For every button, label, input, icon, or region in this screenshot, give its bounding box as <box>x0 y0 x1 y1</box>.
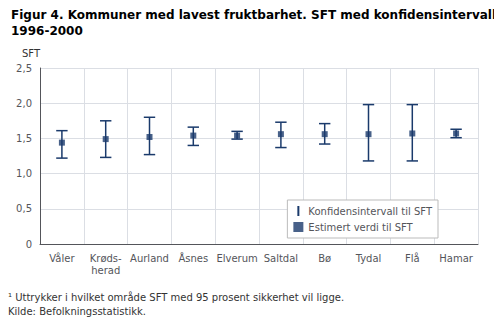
svg-text:1,5: 1,5 <box>16 133 32 144</box>
svg-text:Elverum: Elverum <box>216 253 257 264</box>
svg-text:Figur 4. Kommuner med lavest f: Figur 4. Kommuner med lavest fruktbarhet… <box>11 8 494 22</box>
svg-text:0: 0 <box>26 239 32 250</box>
svg-text:1996-2000: 1996-2000 <box>11 24 83 38</box>
svg-text:¹ Uttrykker i hvilket område S: ¹ Uttrykker i hvilket område SFT med 95 … <box>8 291 344 303</box>
svg-text:Konfidensintervall til SFT: Konfidensintervall til SFT <box>308 206 433 217</box>
svg-text:Bø: Bø <box>318 253 331 264</box>
svg-text:Åsnes: Åsnes <box>178 252 208 264</box>
svg-text:Estimert verdi til SFT: Estimert verdi til SFT <box>308 222 413 233</box>
svg-text:2,5: 2,5 <box>16 63 32 74</box>
svg-text:Tydal: Tydal <box>355 253 382 264</box>
svg-text:Aurland: Aurland <box>130 253 169 264</box>
svg-text:Hamar: Hamar <box>439 253 474 264</box>
svg-text:Våler: Våler <box>49 252 75 264</box>
svg-text:Krøds-: Krøds- <box>90 253 122 264</box>
svg-text:Saltdal: Saltdal <box>264 253 298 264</box>
svg-text:Kilde: Befolkningsstatistikk.: Kilde: Befolkningsstatistikk. <box>8 306 146 317</box>
svg-text:herad: herad <box>91 265 120 276</box>
svg-text:SFT: SFT <box>22 48 41 59</box>
svg-text:Flå: Flå <box>405 252 420 264</box>
svg-text:1,0: 1,0 <box>16 168 32 179</box>
svg-text:2,0: 2,0 <box>16 98 32 109</box>
svg-text:0,5: 0,5 <box>16 203 32 214</box>
